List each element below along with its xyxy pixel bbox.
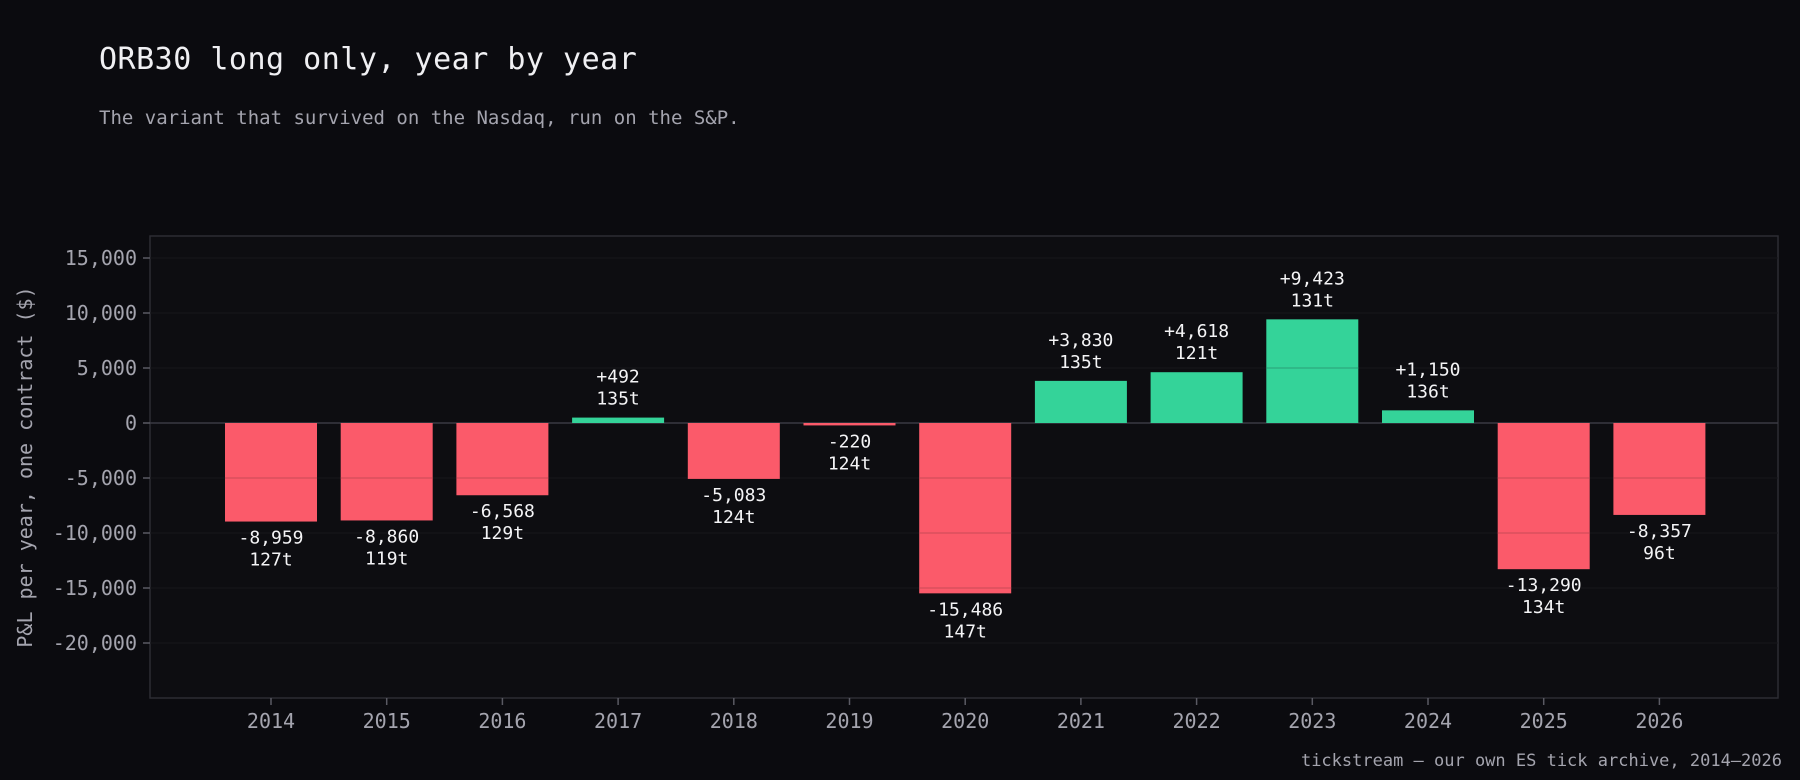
bars — [225, 319, 1706, 594]
bar-value-label: -15,486 — [927, 599, 1003, 620]
bar-2023 — [1266, 319, 1359, 423]
y-tick-label: 0 — [125, 411, 137, 435]
bar-2017 — [572, 417, 665, 423]
bar-2022 — [1150, 372, 1243, 423]
bar-value-label: -13,290 — [1506, 575, 1582, 596]
bar-trade-count-label: 121t — [1175, 343, 1218, 364]
bar-2019 — [803, 423, 896, 426]
bar-trade-count-label: 135t — [1059, 352, 1102, 373]
x-axis-ticks: 2014 2015 2016 2017 2018 2019 2020 2021 2022 2023… — [247, 698, 1683, 733]
bar-trade-count-label: 127t — [249, 550, 292, 571]
bar-value-label: +9,423 — [1280, 268, 1345, 289]
bar-2015 — [340, 423, 433, 521]
x-tick-label: 2015 — [363, 709, 411, 733]
x-tick-label: 2019 — [825, 709, 873, 733]
bar-trade-count-label: 124t — [828, 453, 871, 474]
bar-value-label: +492 — [596, 367, 639, 388]
x-tick-label: 2022 — [1173, 709, 1221, 733]
bar-trade-count-label: 96t — [1643, 543, 1676, 564]
bar-2024 — [1382, 410, 1474, 423]
y-tick-label: 10,000 — [65, 301, 137, 325]
y-tick-label: 5,000 — [77, 356, 137, 380]
x-tick-label: 2017 — [594, 709, 642, 733]
y-axis-title: P&L per year, one contract ($) — [13, 286, 37, 647]
x-tick-label: 2025 — [1520, 709, 1568, 733]
bar-value-label: -8,959 — [238, 528, 303, 549]
bar-trade-count-label: 134t — [1522, 597, 1565, 618]
bar-trade-count-label: 131t — [1291, 290, 1334, 311]
bar-2018 — [687, 423, 780, 479]
x-tick-label: 2018 — [710, 709, 758, 733]
bar-trade-count-label: 119t — [365, 548, 408, 569]
bar-2025 — [1497, 423, 1590, 570]
bar-value-label: +4,618 — [1164, 321, 1229, 342]
y-tick-label: -15,000 — [53, 576, 137, 600]
source-note: tickstream — our own ES tick archive, 20… — [1300, 751, 1782, 771]
page-subtitle: The variant that survived on the Nasdaq,… — [99, 107, 740, 129]
bar-value-label: -220 — [828, 431, 871, 452]
bar-2021 — [1034, 380, 1127, 423]
bar-trade-count-label: 129t — [481, 523, 524, 544]
x-tick-label: 2024 — [1404, 709, 1452, 733]
bar-value-label: -8,357 — [1627, 521, 1692, 542]
y-axis-ticks: 15,000 10,000 5,000 0 -5,000 -10,000 -15,000 -2… — [53, 246, 150, 655]
x-tick-label: 2014 — [247, 709, 295, 733]
y-tick-label: -5,000 — [65, 466, 137, 490]
y-tick-label: 15,000 — [65, 246, 137, 270]
bar-2026 — [1613, 423, 1706, 515]
page-title: ORB30 long only, year by year — [99, 42, 638, 77]
x-tick-label: 2023 — [1288, 709, 1336, 733]
bar-value-label: +1,150 — [1395, 359, 1460, 380]
bar-trade-count-label: 147t — [944, 621, 987, 642]
bar-value-label: -8,860 — [354, 526, 419, 547]
bar-labels: -8,959127t-8,860119t-6,568129t+492135t-5… — [238, 268, 1691, 642]
bar-2016 — [456, 423, 549, 496]
x-tick-label: 2016 — [478, 709, 526, 733]
bar-trade-count-label: 136t — [1406, 381, 1449, 402]
bar-trade-count-label: 124t — [712, 507, 755, 528]
x-tick-label: 2026 — [1635, 709, 1683, 733]
bar-value-label: -6,568 — [470, 501, 535, 522]
y-tick-label: -10,000 — [53, 521, 137, 545]
bar-value-label: -5,083 — [701, 485, 766, 506]
bar-value-label: +3,830 — [1048, 330, 1113, 351]
x-tick-label: 2021 — [1057, 709, 1105, 733]
bar-2014 — [225, 423, 317, 522]
bar-trade-count-label: 135t — [596, 389, 639, 410]
x-tick-label: 2020 — [941, 709, 989, 733]
bar-2020 — [919, 423, 1012, 594]
y-tick-label: -20,000 — [53, 631, 137, 655]
